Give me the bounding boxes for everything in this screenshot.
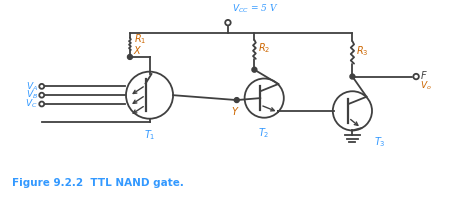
Text: $R_1$: $R_1$	[134, 32, 146, 46]
Text: $R_3$: $R_3$	[356, 44, 369, 58]
Circle shape	[414, 74, 419, 79]
Circle shape	[234, 98, 239, 103]
Circle shape	[252, 67, 257, 72]
Text: $V_A$: $V_A$	[26, 80, 38, 93]
Circle shape	[39, 84, 44, 89]
Circle shape	[350, 74, 355, 79]
Circle shape	[127, 55, 132, 59]
Text: Figure 9.2.2  TTL NAND gate.: Figure 9.2.2 TTL NAND gate.	[12, 178, 184, 188]
Circle shape	[39, 102, 44, 106]
Text: $T_2$: $T_2$	[258, 126, 270, 140]
Text: $T_3$: $T_3$	[374, 135, 386, 149]
Text: $F$: $F$	[420, 69, 428, 81]
Text: $V_C$: $V_C$	[25, 98, 38, 110]
Circle shape	[225, 20, 231, 25]
Circle shape	[39, 93, 44, 98]
Text: $V_B$: $V_B$	[26, 89, 38, 101]
Text: $Y$: $Y$	[231, 105, 240, 117]
Text: $R_2$: $R_2$	[258, 41, 270, 55]
Text: $T_1$: $T_1$	[144, 128, 155, 142]
Text: $V_o$: $V_o$	[420, 79, 432, 92]
Text: $V_{CC}$ = 5 V: $V_{CC}$ = 5 V	[232, 2, 278, 15]
Text: $X$: $X$	[133, 44, 142, 56]
